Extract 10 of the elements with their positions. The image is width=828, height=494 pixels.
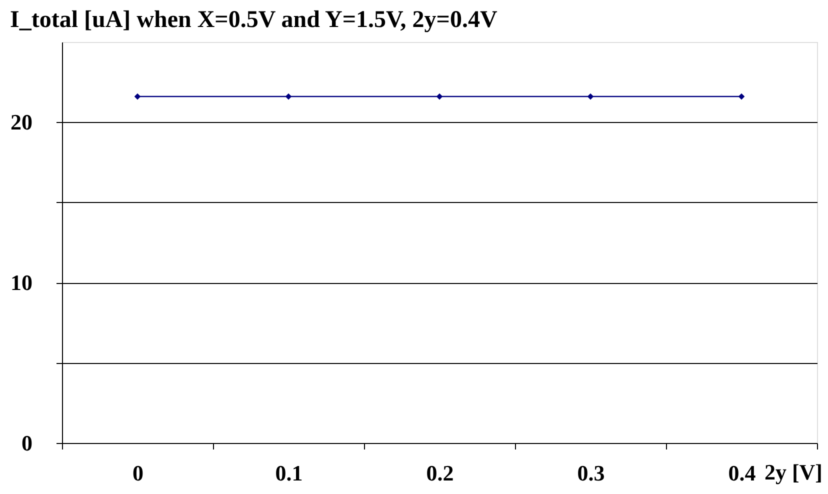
y-tick-label: 20 xyxy=(10,110,32,135)
x-tick-label: 0.1 xyxy=(275,460,303,486)
y-tick-label: 0 xyxy=(22,430,32,456)
x-tick-label: 0 xyxy=(132,460,144,486)
x-axis-title: 2y [V] xyxy=(764,460,822,484)
x-tick-label: 0.3 xyxy=(577,460,605,486)
x-tick-label: 0.4 xyxy=(728,460,756,486)
y-tick-label: 10 xyxy=(10,270,32,296)
chart-title: I_total [uA] when X=0.5V and Y=1.5V, 2y=0.4V xyxy=(10,7,498,33)
x-tick-label: 0.2 xyxy=(426,460,454,486)
